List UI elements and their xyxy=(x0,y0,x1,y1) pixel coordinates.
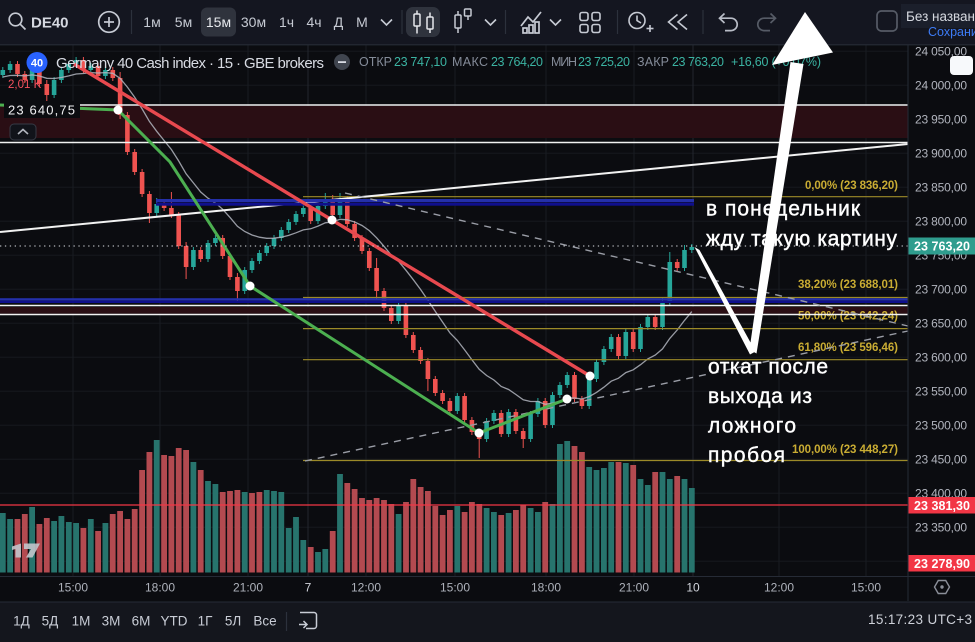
svg-text:24 000,00: 24 000,00 xyxy=(915,78,967,92)
svg-text:5Д: 5Д xyxy=(42,614,59,629)
svg-text:5Л: 5Л xyxy=(225,614,241,629)
svg-text:1М: 1М xyxy=(72,614,91,629)
svg-text:7: 7 xyxy=(305,581,312,595)
svg-text:1м: 1м xyxy=(143,14,160,30)
svg-text:МАКС: МАКС xyxy=(452,55,488,69)
svg-text:21:00: 21:00 xyxy=(619,581,649,595)
svg-text:4ч: 4ч xyxy=(306,14,321,30)
svg-text:Germany 40 Cash index · 15 · G: Germany 40 Cash index · 15 · GBE brokers xyxy=(56,55,324,72)
svg-text:3М: 3М xyxy=(102,614,121,629)
svg-text:2,01 K: 2,01 K xyxy=(8,79,42,91)
svg-text:38,20% (23 688,01): 38,20% (23 688,01) xyxy=(798,279,898,291)
svg-text:23 278,90: 23 278,90 xyxy=(914,557,970,571)
svg-text:23 400,00: 23 400,00 xyxy=(915,486,967,500)
svg-text:в понедельник: в понедельник xyxy=(706,198,861,221)
svg-text:0,00% (23 836,20): 0,00% (23 836,20) xyxy=(805,180,898,192)
svg-text:23 640,75: 23 640,75 xyxy=(8,103,75,118)
svg-text:23 450,00: 23 450,00 xyxy=(915,452,967,466)
svg-text:МИН: МИН xyxy=(551,55,577,69)
svg-text:50,00% (23 642,24): 50,00% (23 642,24) xyxy=(798,311,898,323)
svg-text:23 800,00: 23 800,00 xyxy=(915,214,967,228)
svg-text:6М: 6М xyxy=(132,614,151,629)
svg-text:15:00: 15:00 xyxy=(440,581,470,595)
svg-text:12:00: 12:00 xyxy=(764,581,794,595)
svg-text:5м: 5м xyxy=(175,14,192,30)
svg-text:Д: Д xyxy=(334,14,344,30)
svg-text:15:00: 15:00 xyxy=(851,581,881,595)
svg-text:15м: 15м xyxy=(206,14,231,30)
svg-text:23 725,20: 23 725,20 xyxy=(578,55,630,69)
svg-text:ОТКР: ОТКР xyxy=(359,55,392,69)
svg-text:YTD: YTD xyxy=(161,614,188,629)
svg-text:откат после: откат после xyxy=(708,356,828,379)
svg-text:23 763,20: 23 763,20 xyxy=(914,240,970,254)
svg-text:12:00: 12:00 xyxy=(351,581,381,595)
svg-text:жду такую картину: жду такую картину xyxy=(706,228,898,251)
svg-text:Сохранить: Сохранить xyxy=(928,25,975,39)
svg-text:100,00% (23 448,27): 100,00% (23 448,27) xyxy=(792,444,898,456)
svg-text:Все: Все xyxy=(253,614,276,629)
svg-text:23 764,20: 23 764,20 xyxy=(491,55,543,69)
svg-text:24 050,00: 24 050,00 xyxy=(915,44,967,58)
svg-text:23 350,00: 23 350,00 xyxy=(915,520,967,534)
svg-text:21:00: 21:00 xyxy=(233,581,263,595)
svg-text:23 700,00: 23 700,00 xyxy=(915,282,967,296)
svg-text:18:00: 18:00 xyxy=(145,581,175,595)
svg-text:ложного: ложного xyxy=(708,415,796,438)
svg-text:15:17:23 UTC+3: 15:17:23 UTC+3 xyxy=(868,612,972,627)
svg-text:10: 10 xyxy=(686,581,700,595)
svg-text:1ч: 1ч xyxy=(279,14,294,30)
svg-text:30м: 30м xyxy=(241,14,266,30)
svg-text:23 950,00: 23 950,00 xyxy=(915,112,967,126)
svg-text:61,80% (23 596,46): 61,80% (23 596,46) xyxy=(798,342,898,354)
svg-text:23 850,00: 23 850,00 xyxy=(915,180,967,194)
svg-text:М: М xyxy=(356,14,368,30)
svg-text:23 763,20: 23 763,20 xyxy=(672,55,724,69)
svg-text:Без назван: Без назван xyxy=(906,9,975,24)
svg-text:23 650,00: 23 650,00 xyxy=(915,316,967,330)
svg-text:23 900,00: 23 900,00 xyxy=(915,146,967,160)
svg-text:23 381,30: 23 381,30 xyxy=(914,499,970,513)
svg-text:23 550,00: 23 550,00 xyxy=(915,384,967,398)
svg-text:1Д: 1Д xyxy=(13,614,30,629)
svg-text:пробоя: пробоя xyxy=(708,444,785,467)
svg-text:40: 40 xyxy=(31,58,43,70)
svg-text:DE40: DE40 xyxy=(31,15,69,32)
svg-text:23 600,00: 23 600,00 xyxy=(915,350,967,364)
svg-text:выхода из: выхода из xyxy=(708,385,812,408)
svg-text:18:00: 18:00 xyxy=(531,581,561,595)
svg-text:23 747,10: 23 747,10 xyxy=(394,55,447,69)
svg-text:15:00: 15:00 xyxy=(58,581,88,595)
svg-text:23 500,00: 23 500,00 xyxy=(915,418,967,432)
svg-text:1Г: 1Г xyxy=(198,614,214,629)
svg-text:ЗАКР: ЗАКР xyxy=(637,55,669,69)
